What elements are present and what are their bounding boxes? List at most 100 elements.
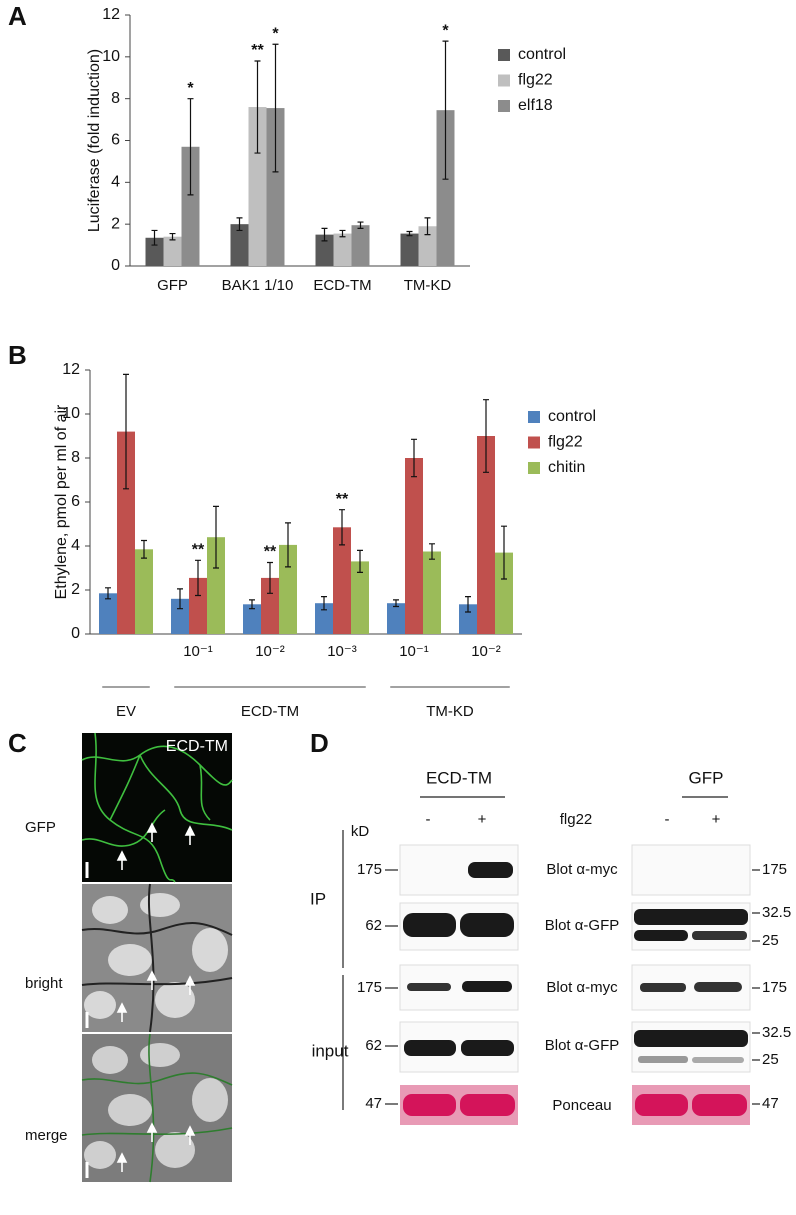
marker: 47 bbox=[365, 1095, 382, 1112]
bar bbox=[181, 146, 200, 266]
bar bbox=[405, 458, 423, 634]
blot-label: Blot α-myc bbox=[546, 861, 618, 878]
bar bbox=[135, 549, 153, 634]
bar bbox=[230, 224, 249, 266]
legend-label: elf18 bbox=[518, 97, 553, 114]
error-bar bbox=[339, 229, 346, 238]
bar bbox=[495, 552, 513, 634]
bar bbox=[400, 233, 419, 266]
error-bar bbox=[285, 522, 291, 568]
error-bar bbox=[411, 438, 417, 478]
y-tick-label: 2 bbox=[111, 215, 120, 232]
error-bar bbox=[151, 229, 158, 246]
error-bar bbox=[272, 43, 279, 173]
significance: * bbox=[187, 80, 194, 97]
error-bar bbox=[424, 217, 431, 236]
y-axis-label: Ethylene, pmol per ml of air bbox=[53, 404, 70, 599]
significance: * bbox=[442, 22, 449, 39]
x-tick-label: GFP bbox=[157, 277, 188, 294]
error-bar bbox=[321, 227, 328, 242]
y-tick-label: 4 bbox=[111, 174, 120, 191]
error-bar bbox=[187, 98, 194, 196]
section-label: IP bbox=[310, 889, 326, 908]
significance: ** bbox=[336, 491, 349, 508]
marker: 175 bbox=[762, 979, 787, 996]
legend-label: flg22 bbox=[518, 72, 553, 89]
x-tick-label: BAK1 1/10 bbox=[222, 277, 294, 294]
unit-label: kD bbox=[351, 823, 370, 840]
blot-label: Blot α-GFP bbox=[545, 917, 620, 934]
lane-label: - bbox=[665, 811, 670, 828]
error-bar bbox=[105, 587, 111, 600]
arrows bbox=[85, 822, 196, 1178]
blot-bands bbox=[403, 862, 748, 1063]
cell-outlines bbox=[81, 732, 233, 883]
x-tick-label: TM-KD bbox=[404, 277, 452, 294]
bar bbox=[279, 544, 297, 634]
error-bar bbox=[213, 505, 219, 569]
bar bbox=[387, 603, 405, 634]
error-bar bbox=[169, 232, 176, 241]
bar bbox=[477, 436, 495, 634]
marker: 25 bbox=[762, 932, 779, 949]
legend-label: flg22 bbox=[548, 434, 583, 451]
error-bar bbox=[177, 588, 183, 610]
bar bbox=[315, 234, 334, 266]
overlay-label: ECD-TM bbox=[166, 738, 228, 755]
y-tick-label: 8 bbox=[71, 449, 80, 466]
marker: 62 bbox=[365, 1037, 382, 1054]
y-tick-label: 10 bbox=[102, 48, 120, 65]
row-label: GFP bbox=[25, 819, 56, 836]
marker: 32.5 bbox=[762, 904, 791, 921]
bar bbox=[333, 527, 351, 634]
error-bar bbox=[429, 543, 435, 560]
bar bbox=[99, 593, 117, 634]
blot-label: Blot α-GFP bbox=[545, 1037, 620, 1054]
bar bbox=[423, 551, 441, 634]
bar bbox=[145, 237, 164, 266]
merge-texture bbox=[84, 1043, 228, 1169]
marker: 25 bbox=[762, 1051, 779, 1068]
blot-label: Ponceau bbox=[552, 1097, 611, 1114]
bar bbox=[189, 577, 207, 634]
error-bar bbox=[339, 509, 345, 546]
bar bbox=[163, 236, 182, 266]
row-label: bright bbox=[25, 975, 63, 992]
group-label: ECD-TM bbox=[241, 703, 299, 720]
marker-ticks bbox=[385, 869, 760, 1105]
error-bar bbox=[501, 525, 507, 580]
y-tick-label: 10 bbox=[62, 405, 80, 422]
error-bar bbox=[141, 539, 147, 559]
group-label: EV bbox=[116, 703, 136, 720]
treatment-label: flg22 bbox=[560, 811, 593, 828]
group-label: GFP bbox=[689, 768, 724, 787]
bar bbox=[315, 603, 333, 634]
y-tick-label: 2 bbox=[71, 581, 80, 598]
bar bbox=[266, 108, 285, 267]
panel-label: C bbox=[8, 728, 27, 758]
marker: 32.5 bbox=[762, 1024, 791, 1041]
error-bar bbox=[483, 399, 489, 473]
legend-swatch bbox=[498, 74, 510, 87]
marker: 175 bbox=[762, 861, 787, 878]
lane-label: + bbox=[712, 811, 721, 828]
x-tick-label: 10⁻¹ bbox=[399, 643, 429, 660]
blots: ECD-TM GFP - + - + flg22 kD IP input bbox=[310, 768, 791, 1125]
legend-label: chitin bbox=[548, 459, 585, 476]
error-bar bbox=[321, 596, 327, 611]
group-label: ECD-TM bbox=[426, 768, 492, 787]
error-bar bbox=[254, 60, 261, 154]
legend-swatch bbox=[528, 462, 540, 474]
gfp-image bbox=[82, 733, 232, 882]
error-bar bbox=[236, 217, 243, 232]
error-bar bbox=[249, 599, 255, 610]
bar bbox=[171, 598, 189, 634]
x-tick-label: ECD-TM bbox=[313, 277, 371, 294]
micrographs: ECD-TM GFP bright merge bbox=[25, 732, 233, 1183]
bar bbox=[248, 107, 267, 267]
y-tick-label: 0 bbox=[111, 257, 120, 274]
bar bbox=[418, 226, 437, 266]
error-bar bbox=[267, 561, 273, 594]
error-bar bbox=[442, 40, 449, 180]
group-label: TM-KD bbox=[426, 703, 474, 720]
